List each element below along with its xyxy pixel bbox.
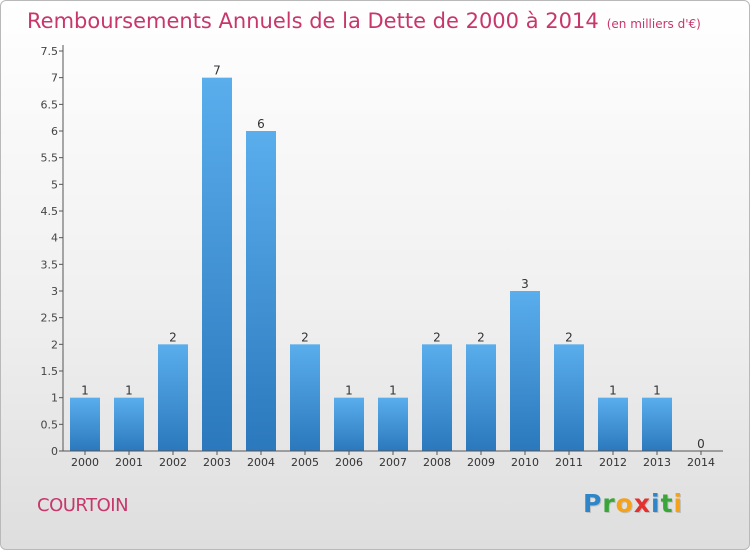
data-label-2012: 1 — [609, 384, 617, 398]
data-label-2002: 2 — [169, 330, 177, 344]
data-label-2009: 2 — [477, 330, 485, 344]
bar-2009 — [466, 344, 496, 451]
data-label-2011: 2 — [565, 330, 573, 344]
logo-letter: o — [615, 489, 634, 518]
y-tick-label: 3.5 — [41, 258, 59, 271]
data-label-2003: 7 — [213, 64, 221, 78]
data-label-2001: 1 — [125, 384, 133, 398]
logo-letter: P — [583, 489, 603, 518]
data-label-2014: 0 — [697, 437, 705, 451]
y-axis: 0 0.5 1 1.5 2 2.5 3 3.5 4 4.5 5 5.5 6 6.5 7 7.5 — [41, 45, 64, 458]
x-tick-label-2003: 2003 — [203, 456, 231, 469]
chart-unit: (en milliers d'€) — [606, 17, 701, 31]
data-label-2006: 1 — [345, 384, 353, 398]
y-tick-label: 2.5 — [41, 312, 59, 325]
data-label-2007: 1 — [389, 384, 397, 398]
bar-2004 — [246, 131, 276, 451]
bar-2001 — [114, 397, 144, 451]
x-tick-label-2012: 2012 — [599, 456, 627, 469]
data-label-2010: 3 — [521, 277, 529, 291]
x-tick-label-2009: 2009 — [467, 456, 495, 469]
x-tick-label-2014: 2014 — [687, 456, 715, 469]
x-tick-label-2002: 2002 — [159, 456, 187, 469]
bar-2005 — [290, 344, 320, 451]
chart-title-text: Remboursements Annuels de la Dette de 20… — [27, 9, 599, 33]
bar-2008 — [422, 344, 452, 451]
x-axis: 2000 2001 2002 2003 2004 2005 2006 2007 2008 2009… — [63, 450, 723, 469]
x-tick-label-2000: 2000 — [71, 456, 99, 469]
logo-letter: x — [633, 489, 651, 518]
x-tick-label-2013: 2013 — [643, 456, 671, 469]
x-tick-label-2001: 2001 — [115, 456, 143, 469]
y-tick-label: 6 — [51, 125, 58, 138]
y-tick-label: 6.5 — [41, 98, 59, 111]
proxiti-logo[interactable]: Proxiti — [583, 489, 683, 518]
y-tick-label: 1.5 — [41, 365, 59, 378]
data-label-2000: 1 — [81, 384, 89, 398]
x-tick-label-2007: 2007 — [379, 456, 407, 469]
data-label-2008: 2 — [433, 330, 441, 344]
y-tick-label: 1 — [51, 392, 58, 405]
logo-letter: t — [660, 489, 674, 518]
y-tick-label: 4.5 — [41, 205, 59, 218]
data-label-2004: 6 — [257, 117, 265, 131]
x-tick-label-2006: 2006 — [335, 456, 363, 469]
bar-2011 — [554, 344, 584, 451]
bar-series: 1 1 2 7 6 2 1 1 2 2 3 2 1 1 0 — [70, 64, 705, 452]
data-label-2013: 1 — [653, 384, 661, 398]
logo-letter: r — [602, 489, 616, 518]
data-label-2005: 2 — [301, 330, 309, 344]
y-tick-label: 3 — [51, 285, 58, 298]
chart-title: Remboursements Annuels de la Dette de 20… — [27, 9, 701, 33]
y-tick-label: 0 — [51, 445, 58, 458]
x-tick-label-2008: 2008 — [423, 456, 451, 469]
bar-2012 — [598, 397, 628, 451]
y-tick-label: 7 — [51, 72, 58, 85]
y-tick-label: 0.5 — [41, 418, 59, 431]
y-tick-label: 5.5 — [41, 152, 59, 165]
x-tick-label-2010: 2010 — [511, 456, 539, 469]
y-tick-label: 7.5 — [41, 45, 59, 58]
bar-2013 — [642, 397, 672, 451]
y-tick-label: 2 — [51, 338, 58, 351]
bar-2010 — [510, 291, 540, 451]
bar-2000 — [70, 397, 100, 451]
logo-letter: i — [673, 489, 684, 518]
bar-2007 — [378, 397, 408, 451]
bar-2006 — [334, 397, 364, 451]
logo-letter: i — [651, 489, 661, 518]
x-tick-label-2005: 2005 — [291, 456, 319, 469]
commune-name: COURTOIN — [37, 495, 129, 516]
y-tick-label: 4 — [51, 232, 58, 245]
x-tick-label-2004: 2004 — [247, 456, 275, 469]
bar-2002 — [158, 344, 188, 451]
y-tick-label: 5 — [51, 178, 58, 191]
x-tick-label-2011: 2011 — [555, 456, 583, 469]
bar-2003 — [202, 77, 232, 452]
